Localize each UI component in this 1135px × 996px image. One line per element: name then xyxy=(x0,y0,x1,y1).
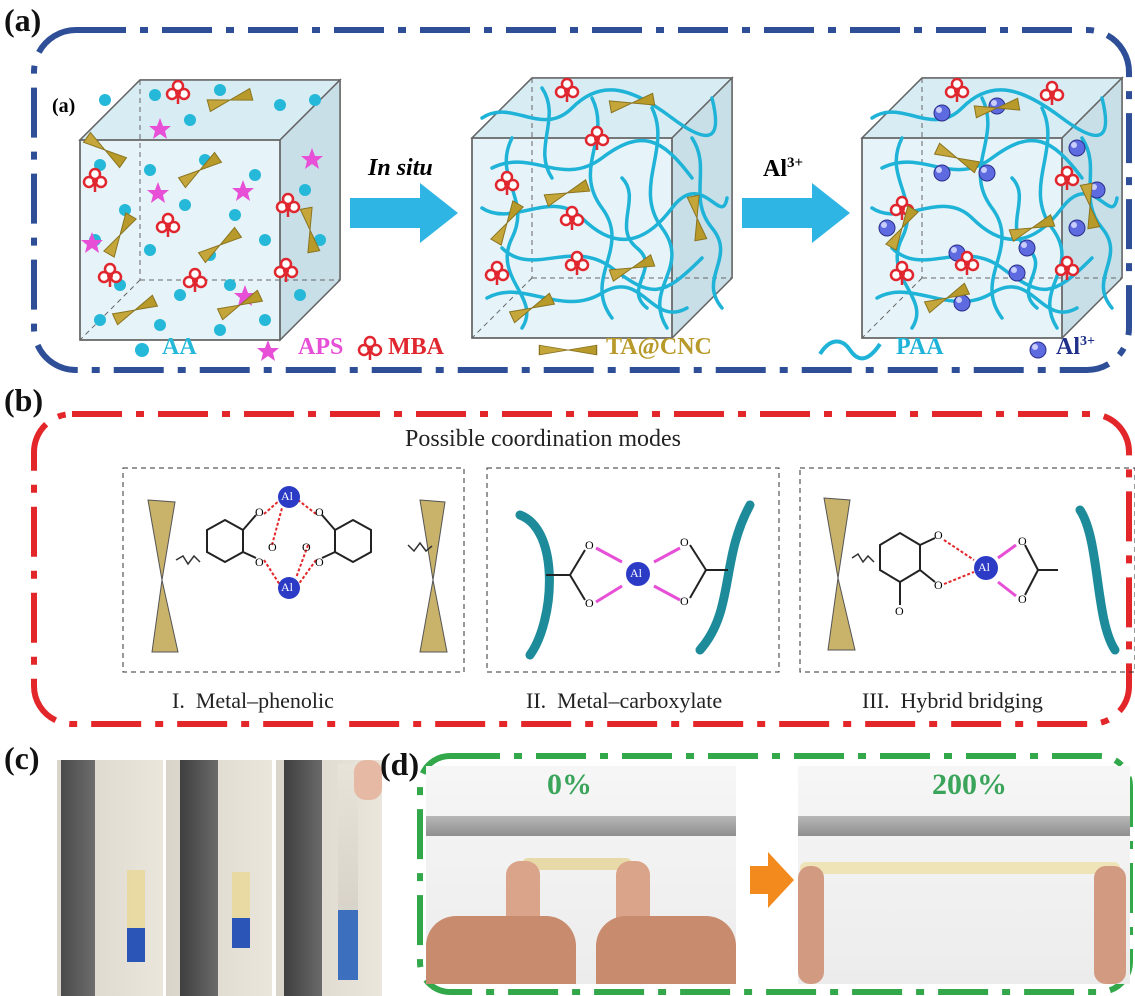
o-label: O xyxy=(1018,534,1027,548)
panel-d-label: (d) xyxy=(380,746,420,782)
o-label: O xyxy=(934,578,943,592)
panel-a-label: (a) xyxy=(4,2,42,38)
legend-aps: APS xyxy=(298,334,344,360)
panel-d-frame xyxy=(417,753,1133,995)
photo-d-0 xyxy=(426,766,736,984)
stretch-arrow xyxy=(750,852,794,908)
al3-arrow-text: Al xyxy=(763,156,787,182)
photo-d-200 xyxy=(798,766,1130,984)
legend-aa-symbol xyxy=(135,343,149,357)
mode-2-box xyxy=(486,467,780,673)
legend-mba: MBA xyxy=(388,334,444,360)
mode-1-caption: I. Metal–phenolic xyxy=(172,688,334,713)
strain-label-200: 200% xyxy=(932,768,1007,801)
al-arrow xyxy=(742,183,850,243)
mode-3-al: Al xyxy=(978,560,990,574)
photo-c-2 xyxy=(166,760,272,996)
o-label: O xyxy=(315,505,324,519)
mode-3-box xyxy=(799,467,1135,673)
legend-al: Al3+ xyxy=(1056,334,1095,361)
photo-c-3 xyxy=(276,760,382,996)
in-situ-arrow xyxy=(350,183,458,243)
mode-1-box xyxy=(122,467,465,673)
legend-tacnc: TA@CNC xyxy=(606,334,712,360)
o-label: O xyxy=(934,528,943,542)
legend-aps-symbol xyxy=(257,340,279,361)
legend-paa-symbol xyxy=(818,339,882,361)
legend-al-text: Al xyxy=(1056,334,1080,360)
o-label: O xyxy=(255,505,264,519)
legend-paa: PAA xyxy=(896,334,944,360)
o-label: O xyxy=(268,540,277,554)
o-label: O xyxy=(585,538,594,552)
panel-a-frame xyxy=(31,27,1132,373)
o-label: O xyxy=(1018,592,1027,606)
strain-label-0: 0% xyxy=(547,768,592,801)
panel-c-label: (c) xyxy=(4,740,40,776)
panel-a-inner-label: (a) xyxy=(52,95,76,117)
mode-2-al: Al xyxy=(630,566,642,580)
al3-arrow-label: Al3+ xyxy=(763,155,803,183)
o-label: O xyxy=(302,540,311,554)
mode-2-structure xyxy=(515,500,755,660)
mode-2-caption: II. Metal–carboxylate xyxy=(526,688,723,713)
o-label: O xyxy=(315,555,324,569)
mode-3-structure xyxy=(823,497,1120,655)
o-label: O xyxy=(680,594,689,608)
mode-1-al-top: Al xyxy=(281,489,293,503)
photo-c-1 xyxy=(57,760,163,996)
coordination-title: Possible coordination modes xyxy=(405,426,681,452)
mode-1-structure xyxy=(147,486,448,653)
panel-b-label: (b) xyxy=(4,382,44,418)
mode-3-caption: III. Hybrid bridging xyxy=(862,688,1043,713)
legend-al-sup: 3+ xyxy=(1080,334,1095,349)
o-label: O xyxy=(255,555,264,569)
o-label: O xyxy=(585,596,594,610)
o-label: O xyxy=(895,604,904,618)
o-label: O xyxy=(680,535,689,549)
mode-1-al-bottom: Al xyxy=(281,580,293,594)
legend-aa: AA xyxy=(162,334,197,360)
in-situ-label: In situ xyxy=(368,155,433,181)
al3-arrow-sup: 3+ xyxy=(787,155,804,171)
